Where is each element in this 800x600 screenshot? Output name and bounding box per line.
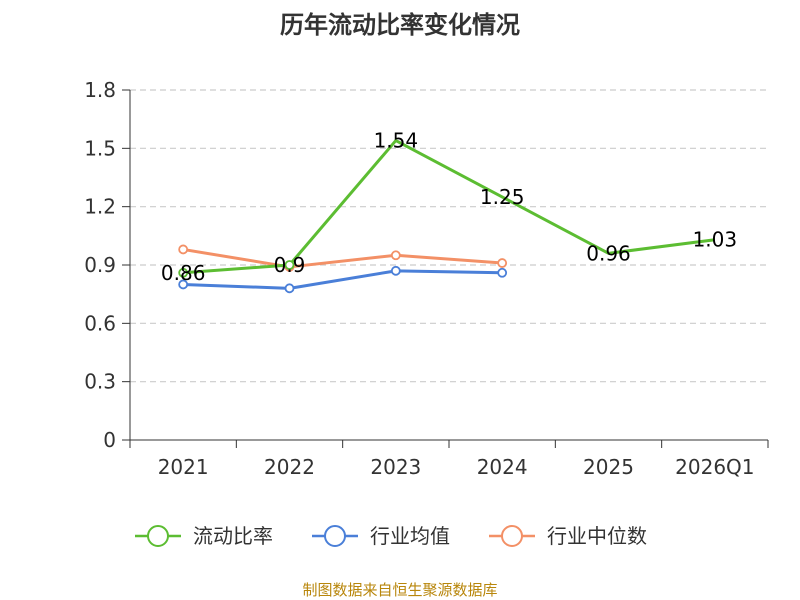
y-tick-label: 0.9 <box>84 253 116 277</box>
source-note: 制图数据来自恒生聚源数据库 <box>302 581 497 599</box>
data-label: 1.03 <box>693 228 738 252</box>
data-point <box>284 260 295 270</box>
data-label: 0.96 <box>586 241 631 265</box>
data-point <box>390 265 401 276</box>
legend: 流动比率 行业均值 行业中位数 <box>135 524 647 548</box>
data-point <box>390 250 401 261</box>
data-labels: 0.86 0.9 1.54 1.25 0.96 1.03 <box>161 129 737 285</box>
y-tick-label: 1.8 <box>84 78 116 102</box>
data-point <box>284 283 295 294</box>
y-tick-label: 1.5 <box>84 136 116 160</box>
x-tick-label: 2024 <box>477 455 528 479</box>
legend-marker-icon <box>147 525 169 547</box>
series-line-1 <box>183 269 503 290</box>
data-point <box>497 258 508 268</box>
grid <box>130 89 768 383</box>
data-label: 0.86 <box>161 261 206 285</box>
x-tick-label: 2023 <box>370 455 421 479</box>
y-tick-label: 0 <box>103 428 116 452</box>
legend-marker-icon <box>501 525 523 547</box>
data-label: 1.25 <box>480 185 525 209</box>
data-point <box>178 267 189 278</box>
legend-marker-icon <box>324 525 346 547</box>
legend-label: 行业中位数 <box>547 524 647 548</box>
chart-title: 历年流动比率变化情况 <box>280 11 520 39</box>
axes: 0 0.3 0.6 0.9 1.2 1.5 1.8 2021 2022 2023 2024 2025 2… <box>84 78 769 479</box>
x-tick-label: 2022 <box>264 455 315 479</box>
x-tick-label: 2026Q1 <box>675 455 754 479</box>
series-layer <box>178 139 716 294</box>
legend-label: 流动比率 <box>193 524 273 548</box>
data-point <box>178 279 189 290</box>
data-point <box>178 244 189 255</box>
x-tick-label: 2025 <box>583 455 634 479</box>
y-tick-label: 1.2 <box>84 195 116 219</box>
data-label: 1.54 <box>374 129 419 153</box>
legend-label: 行业均值 <box>370 524 450 548</box>
x-tick-label: 2021 <box>158 455 209 479</box>
y-tick-label: 0.6 <box>84 311 116 335</box>
data-label: 0.9 <box>274 253 306 277</box>
series-line-2 <box>182 247 503 269</box>
data-point <box>497 267 508 278</box>
y-tick-label: 0.3 <box>84 370 116 394</box>
series-line-0 <box>183 139 716 275</box>
